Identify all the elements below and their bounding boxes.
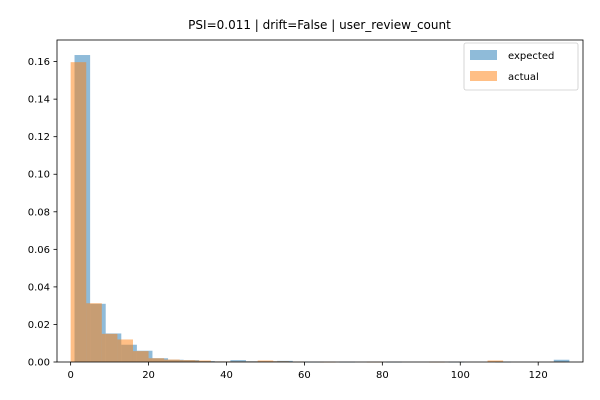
y-tick-label-0: 0.00 [28,358,50,369]
actual-bar-3 [117,339,133,362]
y-tick-label-5: 0.10 [28,170,50,181]
legend: expected actual [463,42,579,91]
series-actual [70,62,566,363]
legend-label-actual: actual [508,72,539,83]
y-tick-label-2: 0.04 [28,282,50,293]
actual-bar-18 [487,360,504,362]
actual-bar-4 [132,351,149,362]
x-tick-label-60: 60 [298,370,311,381]
x-tick-label-20: 20 [142,370,155,381]
x-tick-label-120: 120 [529,370,548,381]
y-tick-label-6: 0.12 [28,132,50,143]
legend-swatch-expected [470,50,497,60]
x-tick-label-0: 0 [67,370,73,381]
axes-layer: 0 20 40 60 80 100 120 0.00 0.02 0.04 0.06 0.08 0.10 0… [28,39,584,381]
actual-bar-6 [164,359,180,362]
y-tick-label-1: 0.02 [28,320,50,331]
y-tick-label-7: 0.14 [28,95,50,106]
actual-bar-0 [70,62,87,362]
actual-bar-1 [86,303,102,362]
chart-title: PSI=0.011 | drift=False | user_review_co… [188,18,451,32]
x-tick-label-80: 80 [376,370,389,381]
y-tick-label-3: 0.06 [28,245,50,256]
x-tick-label-100: 100 [451,370,470,381]
actual-bar-12 [257,360,274,362]
actual-bar-5 [148,358,165,362]
y-tick-label-4: 0.08 [28,207,50,218]
actual-bar-8 [195,360,211,362]
actual-bar-7 [179,360,196,362]
plot-frame [56,39,584,363]
expected-bar-10 [230,360,246,362]
x-tick-label-40: 40 [220,370,233,381]
legend-label-expected: expected [508,51,554,62]
legend-swatch-actual [470,71,497,81]
expected-bar-20 [553,359,570,362]
y-tick-label-8: 0.16 [28,57,50,68]
actual-bar-2 [101,333,118,362]
